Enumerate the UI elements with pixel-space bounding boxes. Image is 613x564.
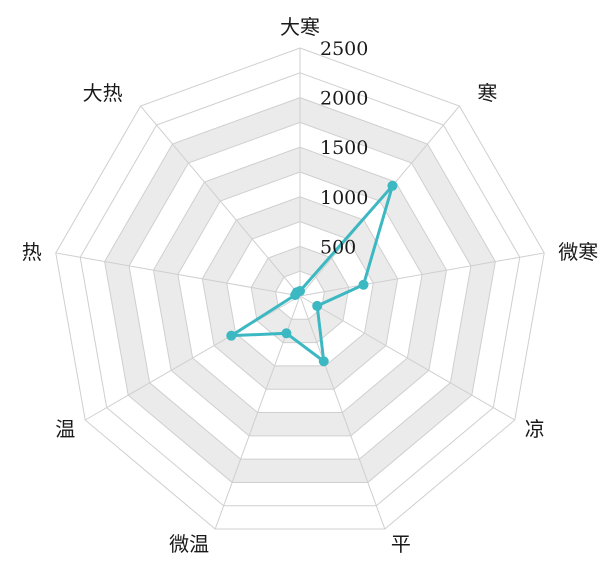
radar-grid (55, 47, 545, 530)
radar-spoke (299, 295, 386, 530)
radar-spoke (299, 295, 516, 421)
radar-tick-label: 1500 (320, 137, 368, 159)
radar-category-label: 微寒 (558, 240, 598, 264)
radar-data-point (358, 279, 369, 290)
radar-grid-ring (226, 221, 374, 367)
radar-category-label: 大热 (83, 81, 123, 105)
radar-category-label: 凉 (525, 417, 545, 441)
radar-tick-label: 500 (320, 236, 356, 258)
radar-spoke (55, 252, 301, 297)
radar-spoke (299, 252, 545, 297)
radar-data-point (226, 330, 237, 341)
radar-grid-ring (79, 72, 521, 507)
radar-tick-label: 1000 (320, 187, 368, 209)
radar-grid-ring (275, 270, 325, 320)
radar-grid-ring (104, 97, 496, 483)
radar-category-label: 热 (22, 240, 42, 264)
radar-tick-labels: 500 1000 1500 2000 2500 (320, 38, 368, 258)
radar-grid-ring (55, 47, 545, 530)
radar-tick-label: 2000 (320, 88, 368, 110)
radar-data-point (291, 287, 302, 298)
radar-spoke (84, 295, 301, 421)
radar-category-label: 寒 (477, 81, 497, 105)
radar-spokes (55, 48, 545, 530)
radar-data-point (281, 328, 292, 339)
radar-category-label: 平 (391, 532, 411, 556)
radar-category-label: 微温 (169, 532, 209, 556)
radar-spoke (140, 105, 301, 297)
radar-data-point (318, 356, 329, 367)
radar-category-label: 大寒 (280, 15, 320, 39)
radar-data-point (387, 180, 398, 191)
radar-grid-ring (201, 196, 399, 390)
radar-grid-ring (177, 171, 423, 414)
radar-grid-ring (152, 146, 448, 437)
radar-tick-label: 2500 (320, 38, 368, 60)
radar-series (226, 180, 398, 367)
radar-category-label: 温 (55, 417, 75, 441)
radar-grid-ring (128, 121, 472, 460)
radar-data-point (312, 300, 323, 311)
